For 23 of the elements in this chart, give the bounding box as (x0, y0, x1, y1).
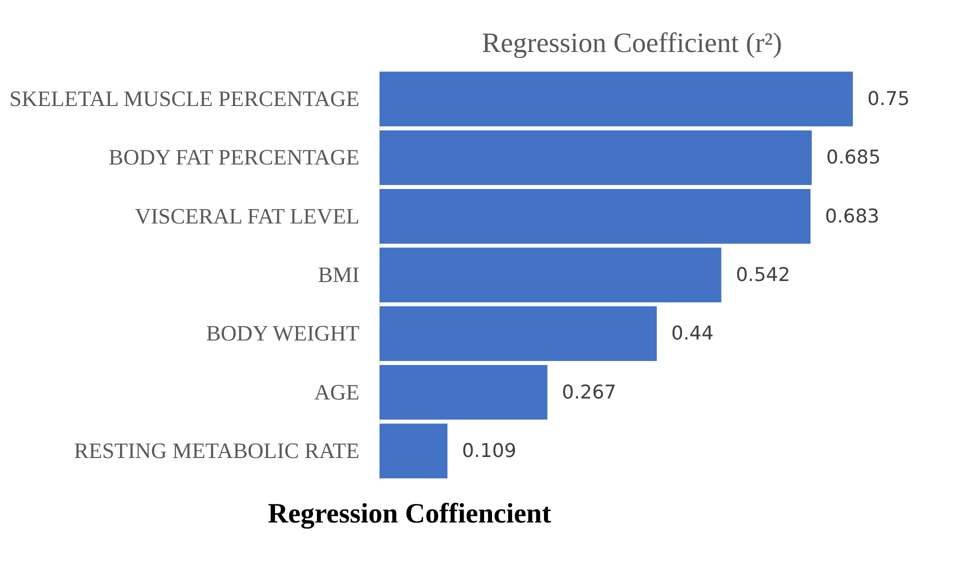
y-tick-label: AGE (314, 379, 360, 404)
bar (378, 70, 854, 128)
data-label: 0.542 (736, 264, 790, 286)
bar (378, 364, 548, 421)
y-tick-label: BODY FAT PERCENTAGE (108, 144, 360, 170)
y-tick-label: RESTING METABOLIC RATE (74, 438, 360, 463)
chart-title: Regression Coefficient (r²) (482, 28, 782, 59)
data-label: 0.109 (462, 440, 516, 462)
data-label: 0.267 (562, 381, 616, 404)
y-tick-label: SKELETAL MUSCLE PERCENTAGE (9, 86, 360, 112)
bar (378, 246, 722, 304)
y-tick-label: VISCERAL FAT LEVEL (135, 203, 360, 228)
bar (378, 188, 812, 245)
data-label: 0.75 (867, 88, 910, 110)
data-label: 0.685 (826, 146, 881, 169)
bar (378, 422, 448, 480)
bar (378, 305, 658, 362)
data-label: 0.683 (824, 205, 880, 228)
x-axis-title: Regression Coffiencient (268, 498, 552, 530)
data-label: 0.44 (671, 322, 714, 345)
y-tick-label: BODY WEIGHT (206, 320, 360, 346)
bar (378, 129, 813, 186)
y-tick-label: BMI (318, 262, 360, 287)
